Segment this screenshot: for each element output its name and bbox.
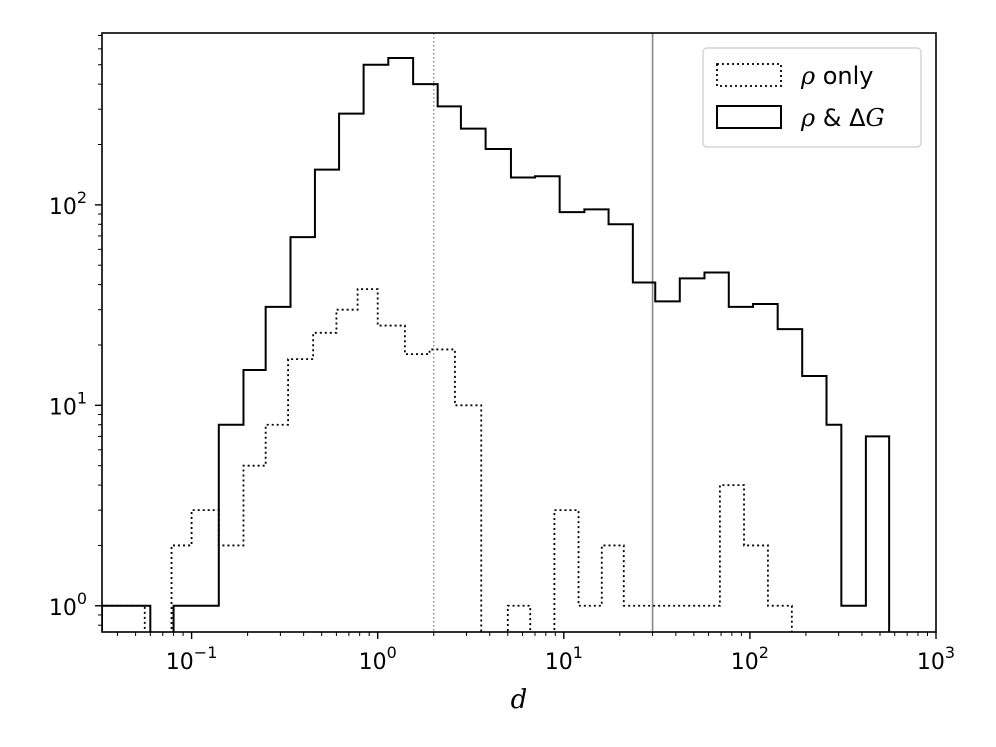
x-tick-label: 102 — [731, 643, 769, 675]
series-rho-only — [102, 288, 793, 632]
reference-lines — [433, 33, 654, 632]
histogram-series — [102, 57, 891, 632]
legend: ρ only ρ & ΔG — [702, 47, 922, 148]
legend-label-1: ρ only — [800, 62, 874, 90]
x-tick-label: 103 — [917, 643, 955, 675]
x-axis-label: d — [511, 685, 528, 715]
y-tick-label: 100 — [49, 589, 87, 621]
legend-swatch-2 — [716, 105, 782, 129]
x-tick-label: 100 — [359, 643, 397, 675]
y-axis-ticks: 100 101 102 — [49, 34, 102, 626]
x-axis-ticks: 10−1 100 101 102 103 — [117, 632, 955, 675]
legend-swatch-1 — [716, 63, 782, 87]
y-tick-label: 101 — [49, 388, 87, 420]
series-rho-and-delta-g — [102, 57, 891, 632]
plot-frame — [101, 32, 937, 633]
x-tick-label: 101 — [545, 643, 583, 675]
x-tick-label: 10−1 — [166, 643, 218, 675]
legend-label-2: ρ & ΔG — [800, 104, 885, 132]
legend-box — [702, 47, 922, 148]
y-tick-label: 102 — [49, 188, 87, 220]
